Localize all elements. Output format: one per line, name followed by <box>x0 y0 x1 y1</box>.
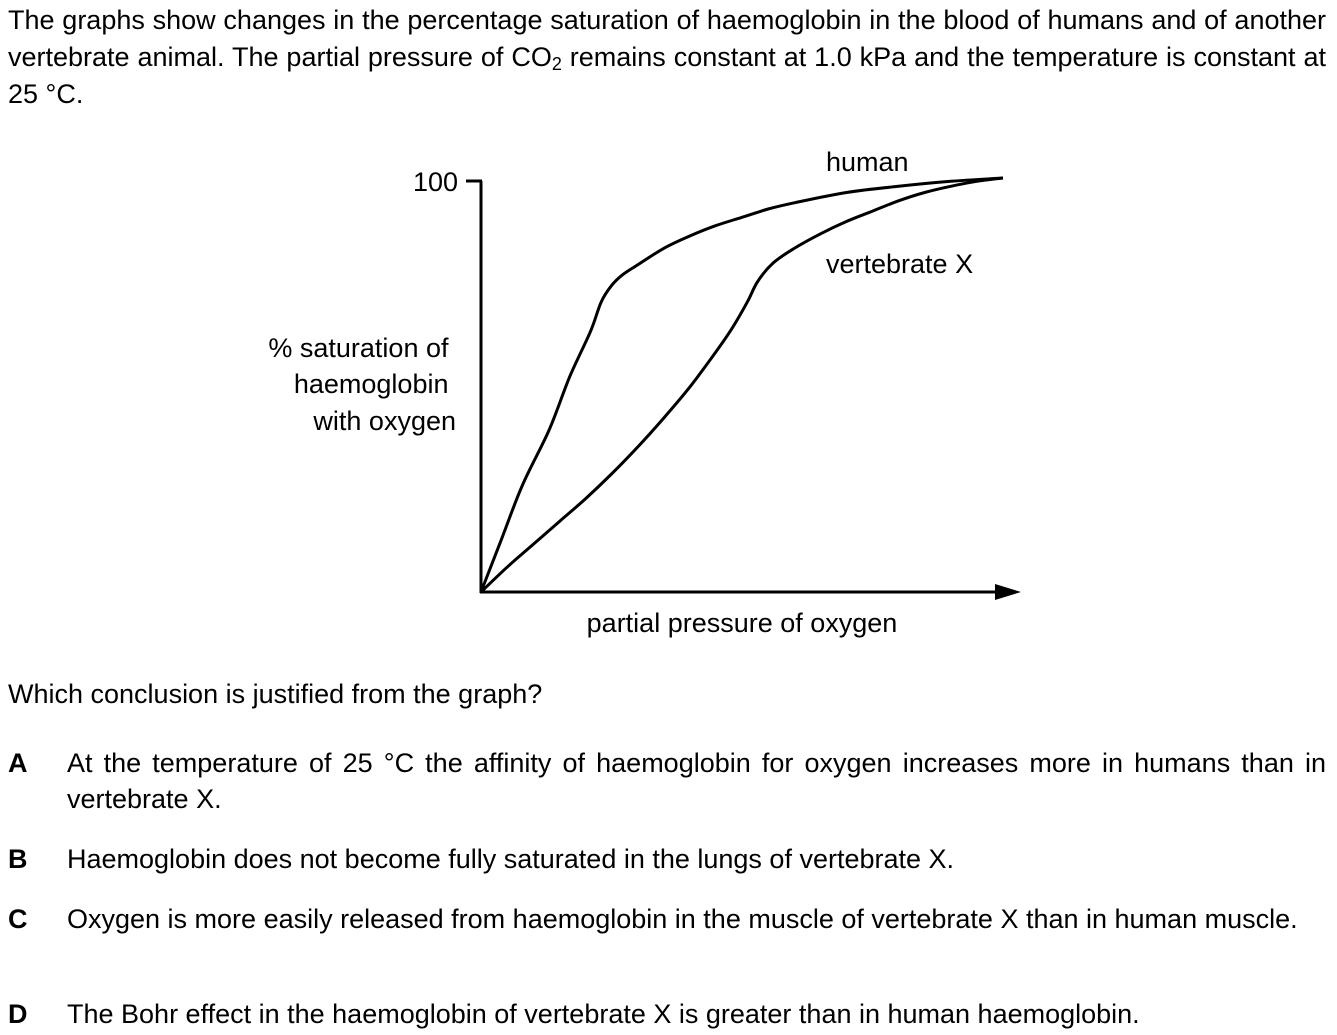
y-tick-label-100: 100 <box>413 167 458 197</box>
y-axis-label: % saturation of haemoglobin with oxygen <box>268 333 456 436</box>
curves <box>479 176 1004 594</box>
y-axis-label-line-3: with oxygen <box>312 406 456 436</box>
option-d-text: The Bohr effect in the haemoglobin of ve… <box>67 999 1140 1029</box>
stem-text-part-1: The graphs show changes in the percentag… <box>8 5 1326 72</box>
x-axis-label: partial pressure of oxygen <box>587 608 898 638</box>
x-axis-arrowhead <box>995 584 1021 600</box>
option-b-text: Haemoglobin does not become fully satura… <box>67 844 955 874</box>
curve-human <box>479 176 1004 593</box>
y-axis-label-line-1: % saturation of <box>268 333 449 363</box>
question-prompt: Which conclusion is justified from the g… <box>8 679 543 709</box>
series-label-vertebrate-x: vertebrate X <box>826 249 973 279</box>
co2-subscript: 2 <box>551 54 562 74</box>
y-axis-label-line-2: haemoglobin <box>294 369 449 399</box>
option-a-text: At the temperature of 25 °C the affinity… <box>67 748 1326 814</box>
option-c-letter: C <box>8 904 28 934</box>
option-c-text: Oxygen is more easily released from haem… <box>67 904 1298 934</box>
option-d-letter: D <box>8 999 28 1029</box>
option-b-letter: B <box>8 844 28 874</box>
axes <box>466 179 1021 600</box>
curve-vertebrate-x <box>479 176 1004 594</box>
option-a-letter: A <box>8 748 28 778</box>
stem-text-part-2: remains constant at 1.0 kPa and the temp… <box>8 42 1326 109</box>
series-label-human: human <box>826 147 909 177</box>
question-stem: The graphs show changes in the percentag… <box>8 2 1326 113</box>
